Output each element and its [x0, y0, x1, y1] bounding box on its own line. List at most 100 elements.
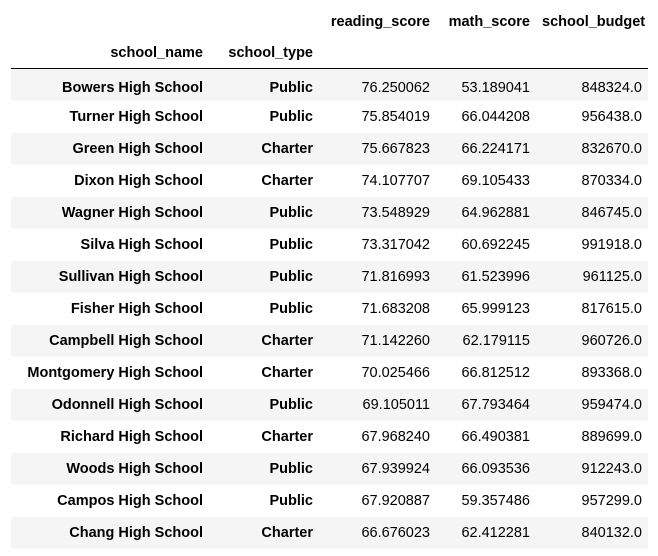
row-school-type: Public [269, 236, 313, 253]
table-row: Silva High School Public 73.317042 60.69224… [11, 229, 648, 261]
cell-reading-score: 67.920887 [361, 492, 430, 509]
cell-school-budget: 846745.0 [581, 204, 642, 221]
cell-reading-score: 74.107707 [361, 172, 430, 189]
table-row: Sullivan High School Public 71.816993 61.52… [11, 260, 648, 293]
cell-reading-score: 67.968240 [361, 428, 430, 445]
table-row: Campos High School Public 67.920887 59.3574… [11, 485, 648, 517]
table-row: Richard High School Charter 67.968240 66.49… [11, 421, 648, 453]
table-row: Wagner High School Public 73.548929 64.9628… [11, 196, 648, 229]
cell-reading-score: 67.939924 [361, 460, 430, 477]
row-school-name: Turner High School [69, 108, 203, 125]
cell-math-score: 66.224171 [461, 140, 530, 157]
cell-math-score: 65.999123 [461, 300, 530, 317]
cell-reading-score: 71.683208 [361, 300, 430, 317]
header-blank [319, 38, 436, 69]
row-school-name: Green High School [72, 140, 203, 157]
cell-math-score: 59.357486 [461, 492, 530, 509]
cell-reading-score: 73.317042 [361, 236, 430, 253]
row-school-name: Sullivan High School [58, 268, 203, 285]
cell-school-budget: 848324.0 [581, 79, 642, 96]
index-header-school-type: school_type [209, 38, 319, 69]
cell-school-budget: 889699.0 [581, 428, 642, 445]
table-row: Dixon High School Charter 74.107707 69.1054… [11, 165, 648, 197]
index-header-row: school_name school_type [11, 38, 648, 69]
table-row: Bowers High School Public 76.250062 53.1890… [11, 68, 648, 101]
row-school-type: Public [269, 108, 313, 125]
cell-school-budget: 870334.0 [581, 172, 642, 189]
row-school-name: Bowers High School [62, 79, 203, 96]
cell-math-score: 66.490381 [461, 428, 530, 445]
cell-school-budget: 817615.0 [581, 300, 642, 317]
cell-math-score: 61.523996 [461, 268, 530, 285]
table-header: reading_score math_score school_budget s… [11, 6, 648, 69]
row-school-type: Public [269, 268, 313, 285]
column-header-school-budget: school_budget [542, 14, 646, 30]
table-row: Fisher High School Public 71.683208 65.9991… [11, 293, 648, 325]
cell-school-budget: 957299.0 [581, 492, 642, 509]
cell-math-score: 67.793464 [461, 396, 530, 413]
cell-math-score: 53.189041 [461, 79, 530, 96]
cell-math-score: 69.105433 [461, 172, 530, 189]
cell-reading-score: 71.142260 [361, 332, 430, 349]
row-school-name: Richard High School [60, 428, 203, 445]
row-school-type: Charter [261, 140, 313, 157]
row-school-name: Campbell High School [49, 332, 203, 349]
row-school-name: Odonnell High School [51, 396, 203, 413]
table-body: Bowers High School Public 76.250062 53.1890… [11, 68, 648, 549]
column-header-row: reading_score math_score school_budget [11, 6, 648, 38]
dataframe-output: reading_score math_score school_budget s… [11, 6, 651, 549]
header-blank [536, 38, 648, 69]
cell-reading-score: 66.676023 [361, 524, 430, 541]
row-school-name: Silva High School [80, 236, 203, 253]
cell-school-budget: 991918.0 [581, 236, 642, 253]
cell-math-score: 62.179115 [462, 332, 530, 349]
column-header-reading-score: reading_score [330, 14, 430, 30]
dataframe-table: reading_score math_score school_budget s… [11, 6, 648, 549]
row-school-name: Wagner High School [61, 204, 203, 221]
cell-math-score: 64.962881 [461, 204, 530, 221]
cell-school-budget: 893368.0 [581, 364, 642, 381]
cell-school-budget: 959474.0 [581, 396, 642, 413]
header-blank [209, 6, 319, 38]
table-row: Green High School Charter 75.667823 66.2241… [11, 132, 648, 165]
cell-reading-score: 69.105011 [362, 396, 430, 413]
cell-reading-score: 75.667823 [361, 140, 430, 157]
cell-reading-score: 70.025466 [361, 364, 430, 381]
cell-reading-score: 75.854019 [361, 108, 430, 125]
row-school-type: Charter [261, 524, 313, 541]
cell-reading-score: 71.816993 [361, 268, 430, 285]
cell-school-budget: 840132.0 [581, 524, 642, 541]
header-blank [436, 38, 536, 69]
row-school-type: Public [269, 396, 313, 413]
row-school-type: Public [269, 204, 313, 221]
row-school-name: Woods High School [66, 460, 203, 477]
cell-math-score: 60.692245 [461, 236, 530, 253]
row-school-type: Public [269, 300, 313, 317]
header-blank [11, 6, 209, 38]
cell-math-score: 66.044208 [461, 108, 530, 125]
table-row: Campbell High School Charter 71.142260 62.1… [11, 324, 648, 357]
cell-school-budget: 961125.0 [582, 268, 642, 285]
cell-school-budget: 956438.0 [581, 108, 642, 125]
index-header-school-name: school_name [11, 38, 209, 69]
row-school-name: Chang High School [69, 524, 203, 541]
row-school-type: Charter [261, 332, 313, 349]
table-row: Woods High School Public 67.939924 66.09353… [11, 452, 648, 485]
row-school-type: Charter [261, 172, 313, 189]
row-school-name: Dixon High School [74, 172, 203, 189]
cell-school-budget: 960726.0 [581, 332, 642, 349]
row-school-type: Public [269, 79, 313, 96]
cell-reading-score: 76.250062 [361, 79, 430, 96]
table-row: Turner High School Public 75.854019 66.0442… [11, 101, 648, 133]
cell-math-score: 66.812512 [461, 364, 530, 381]
row-school-name: Fisher High School [70, 300, 203, 317]
column-header-math-score: math_score [448, 14, 530, 30]
row-school-type: Charter [261, 428, 313, 445]
cell-school-budget: 832670.0 [581, 140, 642, 157]
table-row: Montgomery High School Charter 70.025466 66… [11, 357, 648, 389]
table-row: Chang High School Charter 66.676023 62.4122… [11, 516, 648, 549]
row-school-type: Public [269, 492, 313, 509]
row-school-name: Campos High School [57, 492, 203, 509]
table-row: Odonnell High School Public 69.105011 67.79… [11, 388, 648, 421]
row-school-type: Charter [261, 364, 313, 381]
